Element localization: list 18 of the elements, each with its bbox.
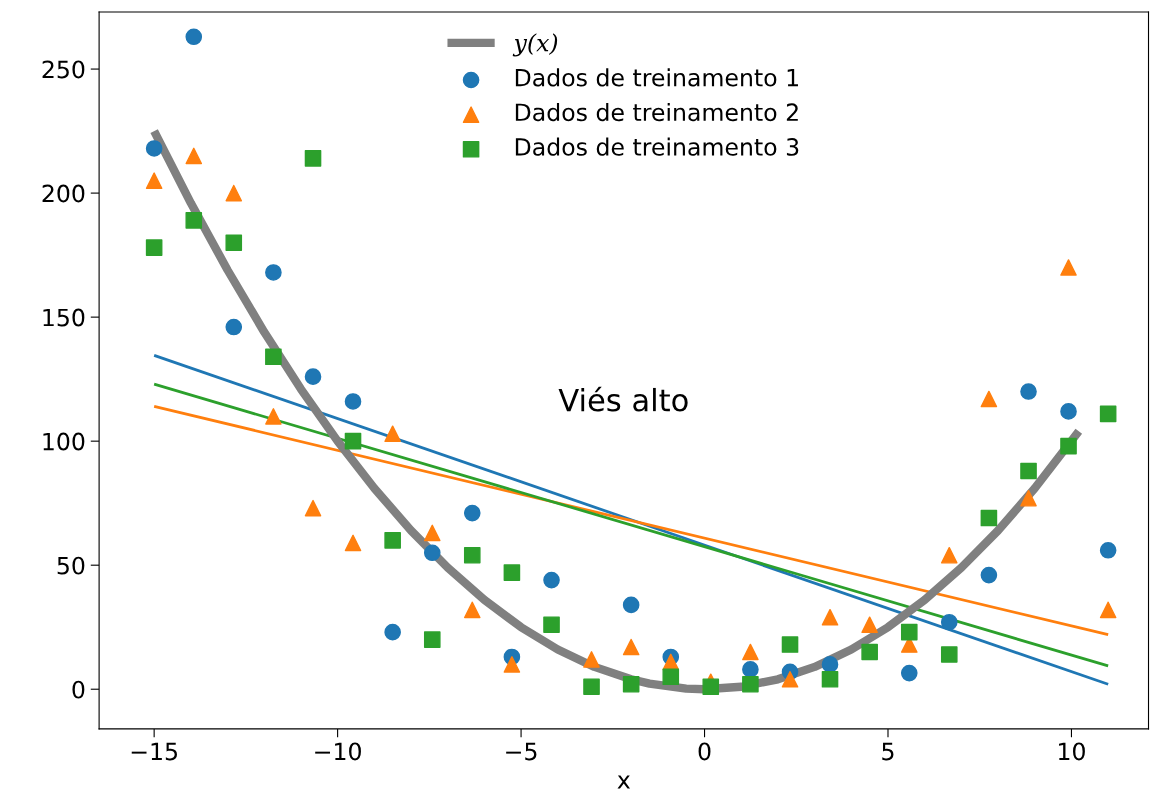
legend-label: Dados de treinamento 2 xyxy=(515,102,798,122)
y-tick-label: 50 xyxy=(57,556,85,575)
y-tick-label: 0 xyxy=(72,680,85,699)
y-tick-label: 100 xyxy=(43,432,85,451)
x-tick-label: 0 xyxy=(698,742,711,761)
x-tick-label: −15 xyxy=(131,742,177,761)
x-tick-label: −10 xyxy=(315,742,361,761)
x-tick-label: −5 xyxy=(506,742,537,761)
annotation: Viés alto xyxy=(558,386,688,412)
y-tick-label: 250 xyxy=(42,60,85,79)
y-tick-label: 150 xyxy=(43,308,85,327)
legend-label: Dados de treinamento 3 xyxy=(515,137,799,156)
y-tick-label: 200 xyxy=(42,184,85,203)
x-tick-label: 10 xyxy=(1059,742,1085,761)
x-tick-label: 5 xyxy=(882,742,894,761)
x-axis-title: x xyxy=(617,775,631,789)
legend-label: Dados de treinamento 1 xyxy=(515,68,798,87)
legend-label: y(x) xyxy=(512,33,558,57)
